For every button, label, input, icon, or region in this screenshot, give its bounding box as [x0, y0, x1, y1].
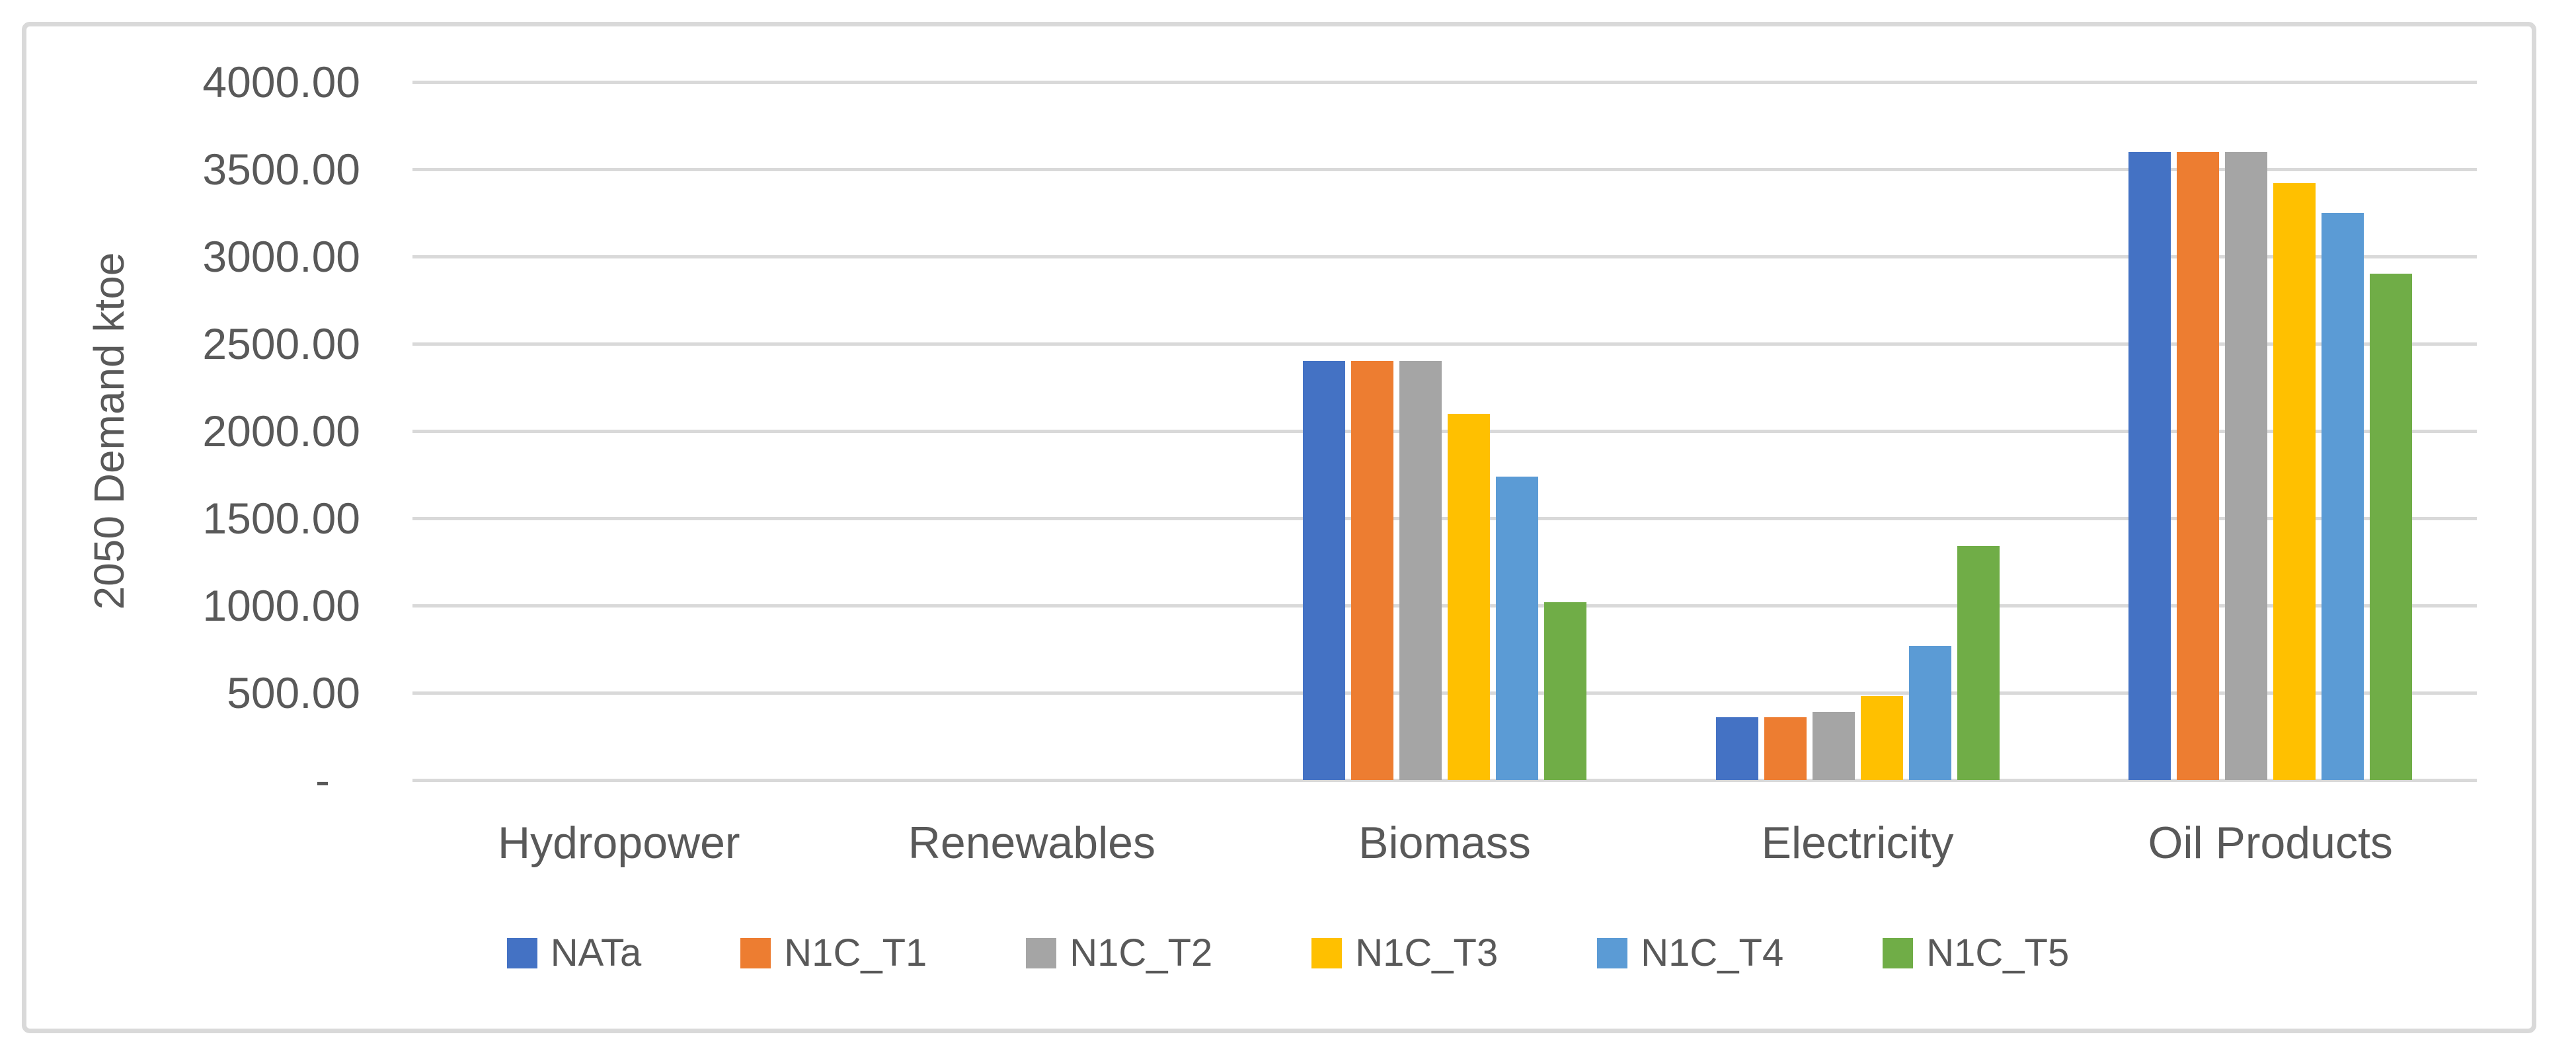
y-tick-label: 1000.00: [202, 581, 360, 630]
bar-NATa-electricity: [1716, 717, 1758, 780]
x-category-label: Renewables: [908, 818, 1155, 868]
bar-N1C_T4-electricity: [1909, 646, 1951, 780]
legend-label: N1C_T1: [784, 931, 927, 974]
legend-swatch-icon: [740, 937, 771, 968]
legend-label: NATa: [550, 931, 642, 974]
bar-N1C_T5-biomass: [1544, 602, 1586, 780]
gridline: [412, 691, 2477, 695]
legend-swatch-icon: [1311, 937, 1343, 968]
bar-N1C_T3-electricity: [1861, 696, 1903, 780]
x-category-label: Electricity: [1761, 818, 1954, 868]
gridline: [412, 779, 2477, 782]
bar-NATa-oil-products: [2128, 152, 2171, 780]
bar-N1C_T1-oil-products: [2177, 152, 2219, 780]
chart-frame: [22, 22, 2536, 1033]
bar-NATa-biomass: [1303, 361, 1345, 780]
bar-N1C_T3-oil-products: [2273, 183, 2316, 780]
gridline: [412, 517, 2477, 520]
legend-swatch-icon: [1597, 937, 1628, 968]
legend-item-N1C_T5: N1C_T5: [1883, 931, 2069, 975]
plot-area: [412, 81, 2477, 782]
bar-N1C_T2-oil-products: [2225, 152, 2267, 780]
bar-N1C_T5-oil-products: [2370, 274, 2412, 780]
legend-label: N1C_T2: [1070, 931, 1213, 974]
legend-swatch-icon: [1026, 937, 1057, 968]
y-tick-label: 500.00: [227, 668, 360, 717]
y-tick-label: 1500.00: [202, 494, 360, 543]
gridline: [412, 430, 2477, 433]
y-tick-label: 3500.00: [202, 145, 360, 194]
legend-label: N1C_T5: [1926, 931, 2070, 974]
legend-item-N1C_T2: N1C_T2: [1026, 931, 1212, 975]
gridline: [412, 168, 2477, 171]
legend-item-N1C_T1: N1C_T1: [740, 931, 927, 975]
x-category-label: Hydropower: [497, 818, 740, 868]
y-tick-label: -: [315, 756, 330, 804]
y-axis-tick-labels: 4000.00 3500.00 3000.00 2500.00 2000.00 1500.…: [0, 58, 360, 804]
gridline: [412, 255, 2477, 258]
legend: NATa N1C_T1 N1C_T2 N1C_T3 N1C_T4 N1C_T5: [0, 931, 2576, 975]
bar-N1C_T2-biomass: [1399, 361, 1442, 780]
gridline: [412, 342, 2477, 346]
y-tick-label: 2500.00: [202, 319, 360, 368]
gridline: [412, 604, 2477, 608]
bar-N1C_T4-oil-products: [2322, 213, 2364, 780]
bar-N1C_T3-biomass: [1448, 414, 1490, 780]
legend-item-N1C_T4: N1C_T4: [1597, 931, 1783, 975]
x-category-label: Biomass: [1358, 818, 1531, 868]
legend-label: N1C_T4: [1641, 931, 1784, 974]
y-tick-label: 3000.00: [202, 232, 360, 281]
legend-swatch-icon: [1883, 937, 1914, 968]
bar-N1C_T5-electricity: [1957, 546, 2000, 780]
bar-N1C_T2-electricity: [1813, 712, 1855, 780]
y-tick-label: 2000.00: [202, 407, 360, 455]
y-tick-label: 4000.00: [202, 58, 360, 106]
bar-N1C_T1-biomass: [1351, 361, 1393, 780]
legend-item-NATa: NATa: [506, 931, 642, 975]
x-axis-category-labels: Hydropower Renewables Biomass Electricity Oi…: [412, 817, 2477, 869]
gridline: [412, 81, 2477, 84]
x-category-label: Oil Products: [2148, 818, 2393, 868]
legend-label: N1C_T3: [1355, 931, 1499, 974]
bar-N1C_T1-electricity: [1764, 717, 1807, 780]
legend-swatch-icon: [506, 937, 537, 968]
bar-N1C_T4-biomass: [1496, 477, 1538, 780]
legend-item-N1C_T3: N1C_T3: [1311, 931, 1498, 975]
